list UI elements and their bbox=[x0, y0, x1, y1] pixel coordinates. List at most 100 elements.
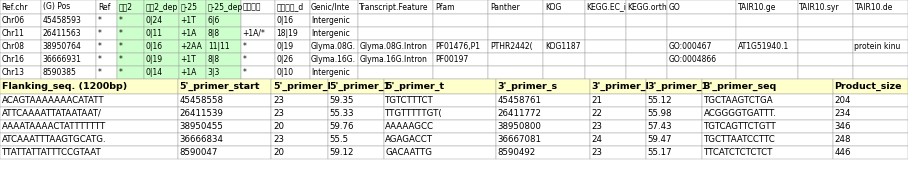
Bar bbox=[271, 94, 328, 107]
Bar bbox=[178, 146, 271, 159]
Text: ATTCAAAATTATAATAAT/: ATTCAAAATTATAATAAT/ bbox=[2, 109, 102, 118]
Text: GO: GO bbox=[669, 2, 680, 11]
Bar bbox=[0, 27, 41, 40]
Bar bbox=[271, 79, 328, 94]
Bar bbox=[589, 133, 646, 146]
Text: 5'_primer_l: 5'_primer_l bbox=[273, 82, 331, 91]
Text: 45458761: 45458761 bbox=[498, 96, 542, 105]
Bar bbox=[206, 27, 241, 40]
Bar bbox=[144, 53, 179, 66]
Bar bbox=[96, 27, 117, 40]
Text: KEGG.orth: KEGG.orth bbox=[627, 2, 667, 11]
Text: Pfam: Pfam bbox=[435, 2, 454, 11]
Text: 55.5: 55.5 bbox=[329, 135, 349, 144]
Text: *: * bbox=[98, 55, 102, 64]
Text: 3'_primer_1: 3'_primer_1 bbox=[647, 82, 708, 91]
Bar bbox=[667, 40, 736, 53]
Text: Ref: Ref bbox=[98, 2, 110, 11]
Text: 59.12: 59.12 bbox=[329, 148, 353, 157]
Text: +1T: +1T bbox=[181, 16, 196, 25]
Text: AAAAAGCC: AAAAAGCC bbox=[385, 122, 434, 131]
Text: *: * bbox=[118, 42, 123, 51]
Bar bbox=[543, 66, 585, 79]
Text: 55.33: 55.33 bbox=[329, 109, 354, 118]
Bar bbox=[646, 107, 702, 120]
Text: 방사2_dep: 방사2_dep bbox=[146, 2, 178, 11]
Text: 5'_primer_t: 5'_primer_t bbox=[385, 82, 444, 91]
Bar bbox=[489, 0, 543, 14]
Text: 3'_primer_l: 3'_primer_l bbox=[591, 82, 649, 91]
Bar bbox=[543, 53, 585, 66]
Bar bbox=[853, 53, 908, 66]
Bar bbox=[702, 120, 834, 133]
Text: 18|19: 18|19 bbox=[277, 29, 299, 38]
Bar bbox=[667, 0, 736, 14]
Text: 234: 234 bbox=[834, 109, 851, 118]
Text: 38950455: 38950455 bbox=[180, 122, 223, 131]
Text: 23: 23 bbox=[273, 109, 284, 118]
Bar bbox=[0, 120, 178, 133]
Bar bbox=[358, 40, 433, 53]
Text: 59.47: 59.47 bbox=[647, 135, 672, 144]
Bar bbox=[667, 53, 736, 66]
Bar bbox=[310, 66, 358, 79]
Text: Product_size: Product_size bbox=[834, 82, 903, 91]
Bar bbox=[358, 0, 433, 14]
Text: Chr11: Chr11 bbox=[2, 29, 25, 38]
Bar bbox=[646, 94, 702, 107]
Text: 0|26: 0|26 bbox=[277, 55, 294, 64]
Bar bbox=[328, 79, 384, 94]
Bar bbox=[496, 94, 589, 107]
Bar bbox=[667, 27, 736, 40]
Bar bbox=[646, 79, 702, 94]
Bar bbox=[585, 14, 626, 27]
Text: Genic/Inte: Genic/Inte bbox=[311, 2, 350, 11]
Bar bbox=[585, 53, 626, 66]
Bar bbox=[489, 53, 543, 66]
Text: 방사2: 방사2 bbox=[118, 2, 133, 11]
Text: Flanking_seq. (1200bp): Flanking_seq. (1200bp) bbox=[2, 82, 127, 91]
Bar bbox=[310, 14, 358, 27]
Bar bbox=[853, 66, 908, 79]
Text: 풍산나물: 풍산나물 bbox=[242, 2, 261, 11]
Bar bbox=[489, 66, 543, 79]
Text: 0|14: 0|14 bbox=[146, 68, 163, 77]
Bar bbox=[178, 133, 271, 146]
Bar bbox=[179, 14, 206, 27]
Bar bbox=[798, 40, 853, 53]
Bar bbox=[589, 107, 646, 120]
Bar bbox=[736, 53, 798, 66]
Text: +1A: +1A bbox=[181, 29, 197, 38]
Bar bbox=[496, 146, 589, 159]
Text: Chr16: Chr16 bbox=[2, 55, 25, 64]
Bar bbox=[117, 0, 144, 14]
Text: 24: 24 bbox=[591, 135, 602, 144]
Bar bbox=[626, 27, 667, 40]
Bar bbox=[589, 120, 646, 133]
Text: 45458593: 45458593 bbox=[43, 16, 82, 25]
Bar bbox=[275, 53, 310, 66]
Text: *: * bbox=[118, 29, 123, 38]
Text: Chr08: Chr08 bbox=[2, 42, 25, 51]
Text: *: * bbox=[118, 55, 123, 64]
Bar bbox=[0, 94, 178, 107]
Bar bbox=[433, 66, 489, 79]
Text: Glyma.08G.Intron: Glyma.08G.Intron bbox=[360, 42, 427, 51]
Text: 55.12: 55.12 bbox=[647, 96, 672, 105]
Text: 55.17: 55.17 bbox=[647, 148, 672, 157]
Bar bbox=[384, 107, 496, 120]
Bar bbox=[834, 79, 908, 94]
Bar bbox=[736, 40, 798, 53]
Text: 풍산나물_d: 풍산나물_d bbox=[277, 2, 304, 11]
Bar bbox=[0, 14, 41, 27]
Bar bbox=[589, 94, 646, 107]
Text: 3'_primer_s: 3'_primer_s bbox=[498, 82, 558, 91]
Bar bbox=[96, 14, 117, 27]
Text: Intergenic: Intergenic bbox=[311, 16, 350, 25]
Bar bbox=[489, 27, 543, 40]
Bar bbox=[489, 40, 543, 53]
Bar bbox=[736, 14, 798, 27]
Text: *: * bbox=[98, 29, 102, 38]
Bar bbox=[206, 0, 241, 14]
Text: ACGGGGTGATTT.: ACGGGGTGATTT. bbox=[704, 109, 776, 118]
